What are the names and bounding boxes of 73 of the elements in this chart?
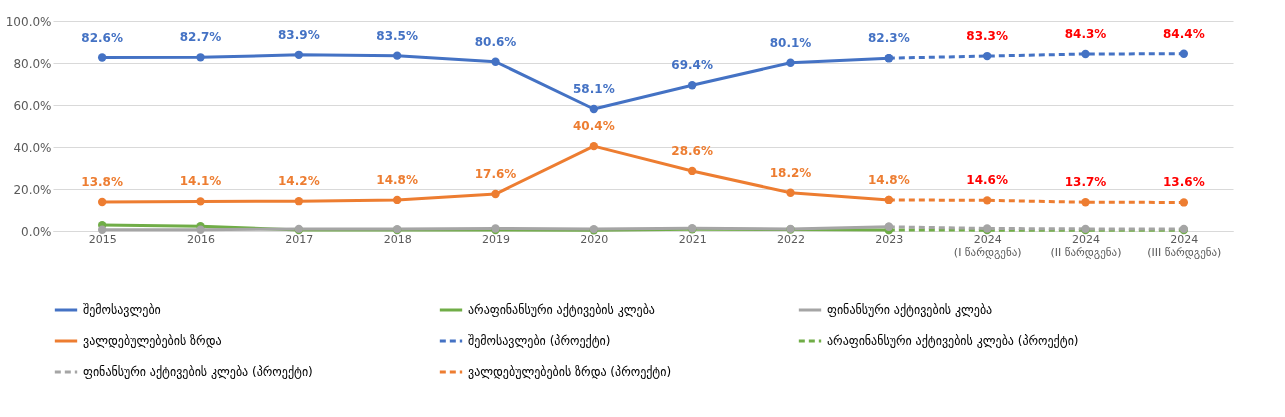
x-tick-label: 2020 xyxy=(580,232,609,246)
y-tick-label: 20.0% xyxy=(13,182,52,197)
legend-label: ფინანსური აქტივების კლება xyxy=(827,303,993,317)
point xyxy=(491,57,500,66)
point xyxy=(97,53,107,62)
data-label: 82.6% xyxy=(81,30,123,45)
legend-label: შემოსავლები xyxy=(83,303,161,317)
point xyxy=(491,189,500,199)
point xyxy=(196,197,205,206)
point xyxy=(196,53,205,62)
legend-label: არაფინანსური აქტივების კლება xyxy=(468,303,655,317)
data-label: 82.7% xyxy=(179,30,222,45)
data-label: 84.3% xyxy=(1064,26,1107,41)
point xyxy=(392,195,402,205)
data-label: 13.6% xyxy=(1163,175,1205,190)
data-label: 14.8% xyxy=(376,172,418,187)
x-tick-label: 2017 xyxy=(285,232,314,246)
point xyxy=(687,81,697,90)
point xyxy=(589,141,599,151)
data-label: 84.4% xyxy=(1163,26,1205,41)
data-label: 83.5% xyxy=(376,28,418,43)
x-tick-label: 2024 (I წარდგენა) xyxy=(953,232,1022,259)
data-label: 14.8% xyxy=(868,172,910,187)
data-label: 13.8% xyxy=(81,175,123,190)
point xyxy=(97,225,107,234)
point xyxy=(1179,49,1189,58)
data-label: 69.4% xyxy=(671,58,713,73)
point xyxy=(982,196,992,205)
data-label: 14.6% xyxy=(966,173,1008,188)
y-tick-label: 60.0% xyxy=(13,98,52,113)
data-label: 14.1% xyxy=(179,174,222,189)
data-label: 83.9% xyxy=(278,27,320,42)
data-label: 58.1% xyxy=(573,81,615,96)
legend-label: ვალდებულებების ზრდა (პროექტი) xyxy=(468,365,672,379)
point xyxy=(1179,198,1189,207)
data-label: 80.1% xyxy=(769,35,812,50)
point xyxy=(97,197,107,207)
y-tick-label: 80.0% xyxy=(13,56,52,71)
x-tick-label: 2021 xyxy=(678,232,707,246)
legend-label: შემოსავლები (პროექტი) xyxy=(468,334,611,348)
data-label: 80.6% xyxy=(474,34,517,49)
point xyxy=(1081,198,1090,207)
x-tick-label: 2019 xyxy=(482,232,510,246)
x-tick-label: 2024 (III წარდგენა) xyxy=(1147,232,1222,259)
data-label: 82.3% xyxy=(868,31,910,46)
data-label: 28.6% xyxy=(671,143,713,158)
point xyxy=(294,197,304,206)
x-tick-label: 2023 xyxy=(875,232,904,246)
y-tick-label: 100.0% xyxy=(5,14,52,29)
x-tick-label: 2015 xyxy=(88,232,117,246)
data-label: 17.6% xyxy=(474,167,517,182)
data-label: 83.3% xyxy=(966,29,1008,44)
data-label: 18.2% xyxy=(769,165,812,180)
point xyxy=(1081,49,1090,59)
x-tick-label: 2018 xyxy=(383,232,412,246)
y-tick-label: 0.0% xyxy=(21,224,52,239)
point xyxy=(786,188,795,197)
point xyxy=(786,58,795,67)
x-tick-label: 2022 xyxy=(777,232,805,246)
data-label: 14.2% xyxy=(278,174,320,189)
point xyxy=(687,166,697,176)
point xyxy=(294,50,304,59)
legend-label: ფინანსური აქტივების კლება (პროექტი) xyxy=(83,365,313,379)
point xyxy=(982,51,992,61)
y-tick-label: 40.0% xyxy=(13,140,52,155)
point xyxy=(392,51,402,60)
x-tick-label: 2024 (II წარდგენა) xyxy=(1050,232,1122,259)
x-tick-label: 2016 xyxy=(187,232,215,246)
data-label: 13.7% xyxy=(1064,175,1107,190)
legend-label: ვალდებულებების ზრდა xyxy=(83,334,222,348)
point xyxy=(589,104,599,114)
data-label: 40.4% xyxy=(573,119,615,134)
legend-label: არაფინანსური აქტივების კლება (პროექტი) xyxy=(827,334,1079,348)
